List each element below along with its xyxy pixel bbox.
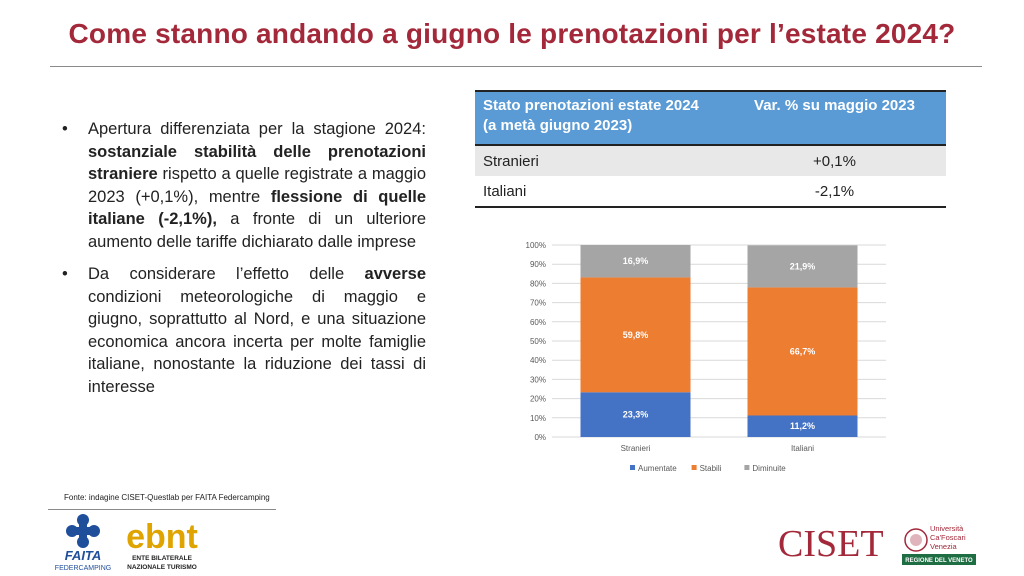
table-row: Stranieri +0,1% <box>475 144 946 176</box>
bullet-text: condizioni meteorologiche di maggio e gi… <box>88 287 426 396</box>
data-label: 21,9% <box>790 261 816 271</box>
bullet-text: a fronte di un ulteriore aumento delle t… <box>88 210 426 251</box>
footer-divider <box>48 509 276 510</box>
faita-logo-name: FAITA <box>65 548 102 563</box>
table-header-status: Stato prenotazioni estate 2024 (a metà g… <box>475 90 723 145</box>
bullet-text: Apertura differenziata per la stagione 2… <box>88 120 426 138</box>
legend-swatch <box>691 465 697 470</box>
y-tick-label: 60% <box>530 318 546 327</box>
page-title: Come stanno andando a giugno le prenotaz… <box>68 18 956 49</box>
bullet-dot: • <box>62 120 68 138</box>
bullet-list: • Apertura differenziata per la stagione… <box>60 118 426 408</box>
table-cell-value: -2,1% <box>723 176 946 208</box>
data-label: 11,2% <box>790 421 815 431</box>
ciset-region: REGIONE DEL VENETO <box>905 558 973 564</box>
y-tick-label: 80% <box>530 279 546 288</box>
faita-logo: FAITA FEDERCAMPING <box>55 514 111 572</box>
y-tick-label: 90% <box>530 260 546 269</box>
ciset-uni-line1: Università <box>930 524 964 533</box>
bullet-text: rispetto a quelle registrate a maggio 20… <box>88 165 426 206</box>
y-tick-label: 50% <box>530 337 546 346</box>
veneto-region-badge <box>902 554 976 565</box>
ebnt-logo-name: ebnt <box>126 518 198 556</box>
legend-label: Stabili <box>700 464 722 473</box>
y-tick-label: 10% <box>530 414 546 423</box>
x-tick-label: Italiani <box>791 444 814 453</box>
stacked-bar-chart: 0% 10% 20% 30% 40% 50% 60% 70% 80% 90% 100% 23,3% 59… <box>526 241 886 473</box>
faita-logo-sub: FEDERCAMPING <box>55 565 111 572</box>
legend-label: Aumentate <box>638 464 677 473</box>
bullet-bold: sostanziale stabilità delle prenotazioni… <box>88 142 426 184</box>
bullet-item: • Apertura differenziata per la stagione… <box>60 118 426 253</box>
bar-segment <box>580 392 691 437</box>
table-cell-value: +0,1% <box>723 144 946 176</box>
ebnt-logo-sub1: ENTE BILATERALE <box>132 555 192 562</box>
data-label: 66,7% <box>790 346 816 356</box>
ciset-uni-line3: Venezia <box>930 542 958 551</box>
ca-foscari-seal-icon <box>904 528 928 552</box>
source-note: Fonte: indagine CISET-Questlab per FAITA… <box>64 493 270 502</box>
y-tick-label: 0% <box>534 433 546 442</box>
bar-segment <box>580 277 691 393</box>
table-header-row: Stato prenotazioni estate 2024 (a metà g… <box>475 90 946 145</box>
bullet-text: Da considerare l’effetto delle <box>88 265 365 283</box>
ebnt-logo: ebnt ENTE BILATERALE NAZIONALE TURISMO <box>126 518 198 571</box>
y-tick-label: 100% <box>526 241 546 250</box>
bar-segment <box>747 415 858 437</box>
bullet-bold: flessione di quelle italiane (-2,1%), <box>88 187 426 229</box>
y-tick-label: 70% <box>530 299 546 308</box>
title-divider <box>50 66 982 67</box>
legend-label: Diminuite <box>752 464 786 473</box>
data-label: 16,9% <box>623 256 649 266</box>
y-tick-label: 20% <box>530 395 546 404</box>
bullet-bold: avverse <box>364 265 426 283</box>
ciset-logo: CISET Università Ca'Foscari Venezia REGI… <box>778 523 976 565</box>
table-cell-label: Italiani <box>475 176 723 208</box>
bar-segment <box>580 245 691 278</box>
ebnt-logo-sub2: NAZIONALE TURISMO <box>127 564 197 571</box>
y-tick-label: 30% <box>530 375 546 384</box>
bullet-item: • Da considerare l’effetto delle avverse… <box>60 263 426 398</box>
y-tick-label: 40% <box>530 356 546 365</box>
table-header-variation: Var. % su maggio 2023 <box>723 90 946 145</box>
data-label: 59,8% <box>623 330 649 340</box>
bar-segment <box>747 245 858 288</box>
x-tick-label: Stranieri <box>621 444 651 453</box>
data-label: 23,3% <box>623 410 649 420</box>
legend-swatch <box>744 465 750 470</box>
ciset-logo-name: CISET <box>778 523 884 565</box>
bookings-table: Stato prenotazioni estate 2024 (a metà g… <box>475 90 946 208</box>
ciset-uni-line2: Ca'Foscari <box>930 533 966 542</box>
table-row: Italiani -2,1% <box>475 176 946 208</box>
bar-segment <box>747 287 858 416</box>
table-cell-label: Stranieri <box>475 144 723 176</box>
faita-star-icon <box>66 514 100 548</box>
bullet-dot: • <box>62 265 68 283</box>
legend-swatch <box>630 465 635 470</box>
